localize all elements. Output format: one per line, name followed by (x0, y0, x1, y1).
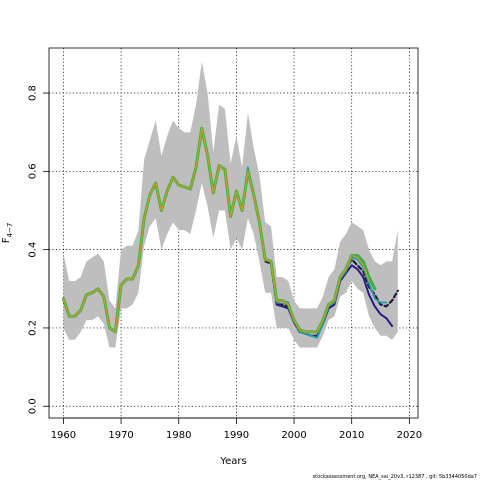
y-tick-label-2: 0.4 (28, 242, 39, 258)
y-tick-label-4: 0.8 (28, 85, 39, 101)
y-tick-label-0: 0.0 (28, 398, 39, 414)
series-lines (61, 126, 399, 339)
x-tick-label-2: 1980 (166, 430, 191, 441)
x-tick-label-4: 2000 (281, 430, 306, 441)
y-axis: 0.0 0.2 0.4 0.6 0.8 (28, 85, 50, 414)
y-tick-label-1: 0.2 (28, 320, 39, 336)
x-tick-label-3: 1990 (224, 430, 249, 441)
x-tick-label-0: 1960 (51, 430, 76, 441)
footer-credit: stockassessment.org, NEA_sai_20v3, r1238… (313, 474, 477, 480)
x-tick-label-5: 2010 (339, 430, 364, 441)
x-axis: 1960 1970 1980 1990 2000 2010 2020 (51, 417, 422, 441)
y-tick-label-3: 0.6 (28, 163, 39, 179)
x-axis-title: Years (219, 456, 246, 467)
y-axis-title-subscript: 4−7 (6, 223, 14, 238)
svg-text:F4−7: F4−7 (1, 223, 14, 244)
y-axis-title-main: F (1, 237, 12, 243)
x-tick-label-6: 2020 (397, 430, 422, 441)
y-axis-title: F4−7 (1, 223, 14, 244)
x-tick-label-1: 1970 (108, 430, 133, 441)
series-line-4 (62, 127, 370, 333)
